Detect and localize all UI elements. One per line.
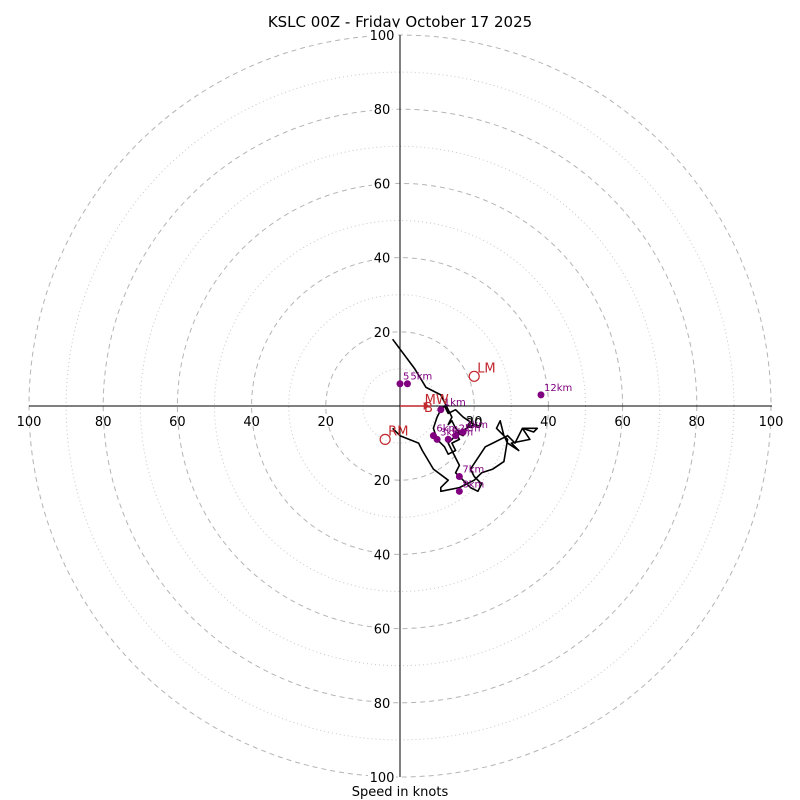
tick-down-100: 100	[370, 771, 395, 786]
storm-motion-label-b: B	[424, 401, 433, 416]
tick-right-80: 80	[689, 415, 706, 430]
tick-left-100: 100	[17, 415, 42, 430]
height-marker-label-7: 7km	[462, 464, 484, 475]
tick-left-40: 40	[243, 415, 260, 430]
tick-up-80: 80	[374, 103, 391, 118]
tick-up-100: 100	[370, 29, 395, 44]
tick-left-60: 60	[169, 415, 186, 430]
tick-down-60: 60	[374, 623, 391, 638]
tick-down-80: 80	[374, 697, 391, 712]
height-marker-label-6: 6km	[436, 424, 458, 435]
storm-motion-label-lm: LM	[477, 361, 495, 376]
chart-title: KSLC 00Z - Friday October 17 2025	[268, 13, 532, 31]
height-marker-label-8: 8km	[462, 479, 484, 490]
tick-left-20: 20	[318, 415, 335, 430]
storm-motion-label-rm: RM	[388, 424, 408, 439]
tick-right-40: 40	[540, 415, 557, 430]
tick-right-60: 60	[614, 415, 631, 430]
tick-right-100: 100	[759, 415, 784, 430]
tick-up-40: 40	[374, 252, 391, 267]
tick-down-20: 20	[374, 474, 391, 489]
hodograph-chart: KSLC 00Z - Friday October 17 2025 20 20 20…	[0, 0, 800, 800]
x-axis-label: Speed in knots	[352, 785, 449, 800]
tick-up-20: 20	[374, 326, 391, 341]
height-marker-label-11: 5km	[410, 372, 432, 383]
tick-left-80: 80	[95, 415, 112, 430]
height-marker-label-9: 12km	[544, 383, 572, 394]
tick-down-40: 40	[374, 548, 391, 563]
tick-up-60: 60	[374, 177, 391, 192]
